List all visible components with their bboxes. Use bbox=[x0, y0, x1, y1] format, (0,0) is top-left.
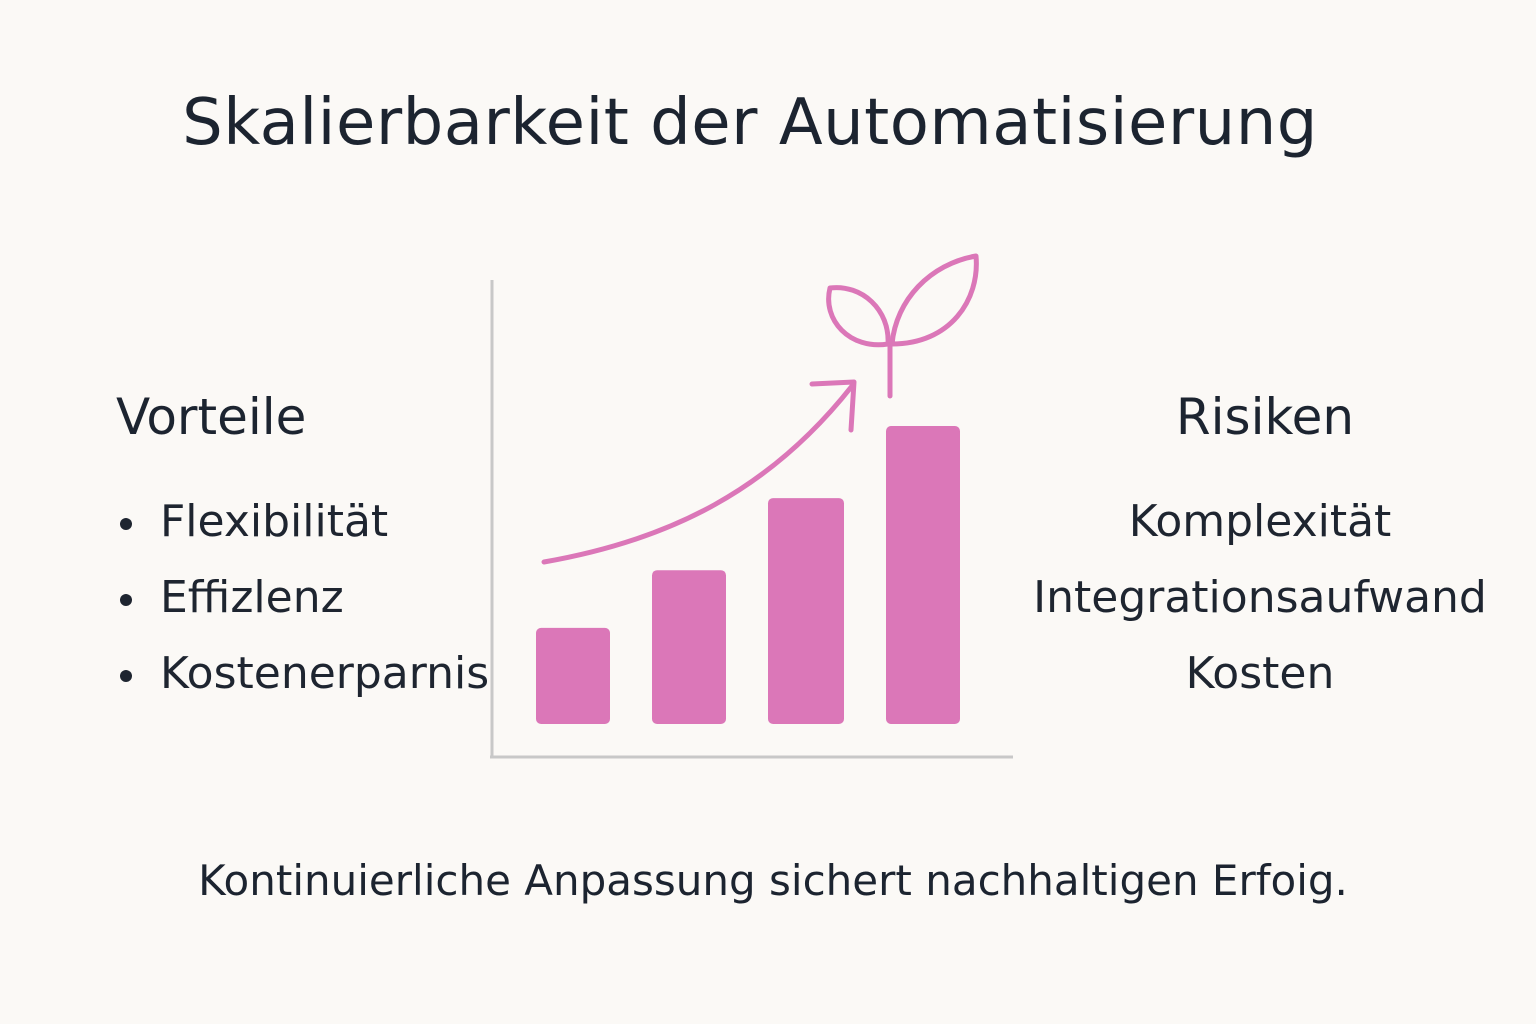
bar-4 bbox=[886, 426, 960, 724]
risiken-list: Komplexität Integrationsaufwand Kosten bbox=[1010, 492, 1510, 720]
trend-curve bbox=[541, 383, 855, 565]
bar-2 bbox=[652, 570, 726, 724]
chart-axes bbox=[490, 280, 1013, 759]
page-title: Skalierbarkeit der Automatisierung bbox=[182, 86, 1318, 160]
risiken-item: Kosten bbox=[1185, 648, 1335, 699]
vorteile-item: Flexibilität bbox=[116, 492, 488, 568]
vorteile-item: Kostenerparnis bbox=[116, 644, 488, 720]
sprout-icon bbox=[826, 253, 979, 399]
sprout-leaf-left bbox=[826, 285, 891, 348]
footer-caption: Kontinuierliche Anpassung sichert nachha… bbox=[198, 856, 1348, 905]
trend-arrow-icon bbox=[541, 379, 857, 565]
sprout-leaf-right bbox=[889, 253, 979, 347]
vorteile-heading: Vorteile bbox=[116, 388, 307, 446]
vorteile-list-container: Flexibilität Effizlenz Kostenerparnis bbox=[116, 480, 488, 720]
chart-bars bbox=[536, 426, 960, 724]
growth-chart bbox=[490, 253, 1013, 759]
vorteile-list: Flexibilität Effizlenz Kostenerparnis bbox=[116, 492, 488, 720]
risiken-item: Integrationsaufwand bbox=[1033, 572, 1487, 623]
risiken-heading: Risiken bbox=[1175, 388, 1355, 446]
risiken-item: Komplexität bbox=[1128, 496, 1392, 547]
bar-3 bbox=[768, 498, 844, 724]
bar-1 bbox=[536, 627, 610, 724]
vorteile-item: Effizlenz bbox=[116, 568, 488, 644]
arrow-head bbox=[809, 379, 857, 433]
